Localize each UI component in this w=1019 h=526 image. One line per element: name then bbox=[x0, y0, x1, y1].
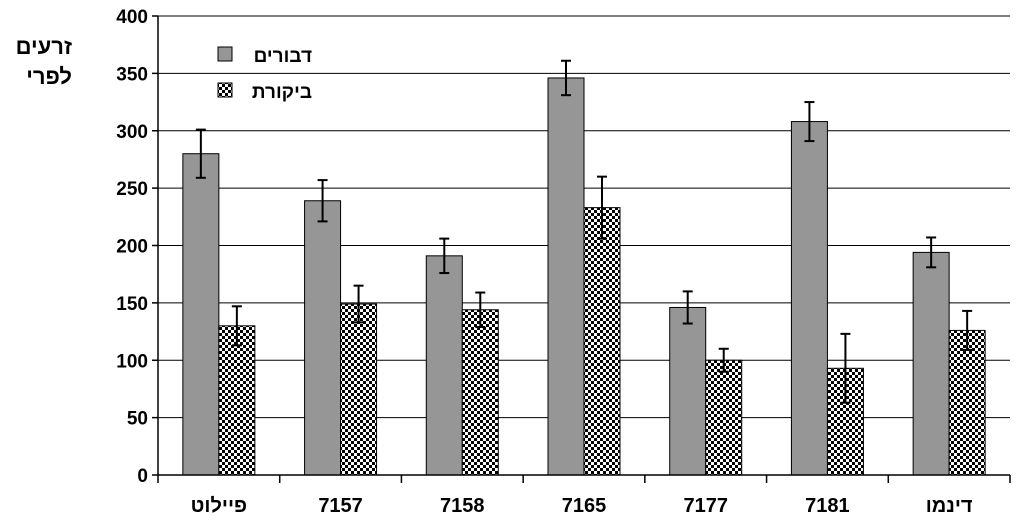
axis-layer bbox=[152, 15, 1011, 483]
x-tick-label: 7181 bbox=[805, 495, 850, 517]
legend-swatch-bees bbox=[217, 46, 233, 62]
bar-bees bbox=[912, 251, 950, 476]
bar-bees bbox=[182, 153, 220, 476]
y-tick-label: 350 bbox=[116, 64, 148, 85]
bar-control bbox=[583, 207, 621, 476]
y-tick-label: 50 bbox=[127, 409, 148, 430]
bar-control bbox=[705, 359, 743, 476]
legend-label-bees: דבורים bbox=[254, 46, 312, 67]
legend: דבורים ביקורת bbox=[217, 46, 312, 103]
y-tick-label: 300 bbox=[116, 122, 148, 143]
x-tick-label: 7157 bbox=[318, 495, 363, 517]
bar-control bbox=[461, 309, 499, 476]
x-tick-label: דינמו bbox=[926, 495, 973, 517]
bar-bees bbox=[669, 306, 707, 476]
y-tick-label: 200 bbox=[116, 237, 148, 258]
x-tick-label: 7165 bbox=[562, 495, 607, 517]
bar-control bbox=[218, 325, 256, 476]
x-tick-label: 7158 bbox=[440, 495, 485, 517]
y-tick-label: 250 bbox=[116, 179, 148, 200]
y-tick-label: 0 bbox=[137, 466, 148, 487]
y-tick-label: 150 bbox=[116, 294, 148, 315]
bar-control bbox=[948, 329, 986, 476]
labels-layer: 0 50 100 150 200 250 300 350 400 פיילוט 7157 7158 71… bbox=[116, 7, 973, 517]
x-tick-label: פיילוט bbox=[191, 495, 247, 517]
legend-label-control: ביקורת bbox=[252, 82, 312, 103]
legend-swatch-control bbox=[217, 82, 233, 98]
y-axis-label-line-1: זרעים bbox=[16, 34, 72, 59]
x-tick-label: 7177 bbox=[683, 495, 728, 517]
bar-bees bbox=[547, 77, 585, 476]
bar-bees bbox=[425, 255, 463, 476]
bars-layer bbox=[182, 59, 986, 476]
bar-bees bbox=[790, 121, 828, 476]
bar-bees bbox=[304, 200, 342, 476]
y-tick-label: 400 bbox=[116, 7, 148, 28]
bar-control bbox=[340, 303, 378, 476]
y-tick-label: 100 bbox=[116, 351, 148, 372]
y-axis-label-line-2: לפרי bbox=[26, 64, 72, 89]
